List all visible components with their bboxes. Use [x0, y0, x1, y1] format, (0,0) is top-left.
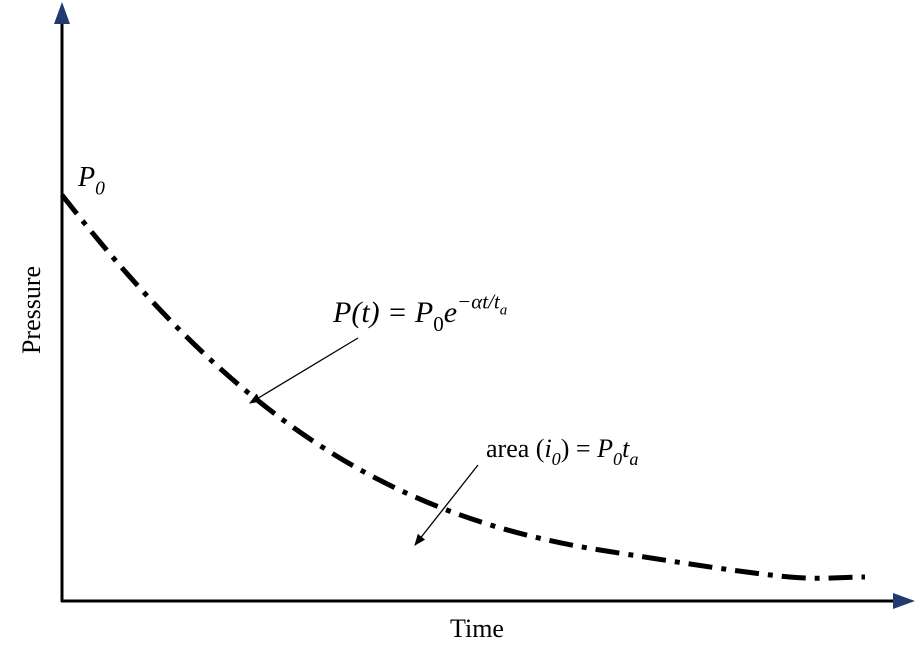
x-axis-arrow — [893, 593, 915, 609]
annotation-part: a — [500, 303, 508, 319]
annotation-part: 0 — [552, 449, 561, 469]
x-axis-label: Time — [450, 614, 504, 643]
formula-pointer — [248, 337, 359, 404]
annotation-part: t — [622, 434, 630, 463]
annotation-part: P — [596, 434, 613, 463]
annotation-part: e — [444, 296, 457, 329]
y-axis-arrow — [54, 2, 70, 24]
annotation-part: 0 — [613, 449, 622, 469]
annotation-part: a — [629, 449, 638, 469]
annotation-part: ) = — [561, 434, 597, 463]
annotation-part: 0 — [433, 312, 444, 336]
annotation-part: i — [544, 434, 551, 463]
area-label: area (i0) = P0ta — [486, 434, 638, 469]
annotation-part: 0 — [95, 178, 105, 199]
y-axis-label: Pressure — [17, 266, 46, 354]
pressure-curve — [60, 193, 866, 581]
annotation-part: P(t) = P — [332, 296, 433, 329]
area-pointer — [414, 464, 479, 546]
annotation-part: −αt/t — [457, 290, 501, 314]
annotation-part: area ( — [486, 434, 544, 463]
annotation-part: P — [77, 162, 95, 193]
initial-pressure-label: P0 — [77, 162, 105, 199]
pressure-formula: P(t) = P0e−αt/ta — [332, 290, 507, 337]
